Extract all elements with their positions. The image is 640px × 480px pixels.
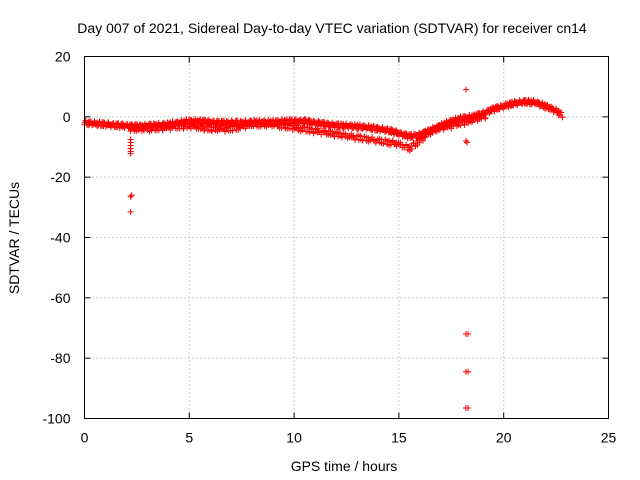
grid-layer [84, 56, 609, 419]
x-axis-label: GPS time / hours [291, 458, 398, 474]
data-point [506, 99, 513, 106]
data-point [429, 129, 436, 136]
plot-frame [84, 56, 609, 419]
data-point [357, 132, 364, 139]
x-tick-label: 15 [391, 430, 407, 446]
data-point [128, 192, 135, 199]
data-point [416, 139, 423, 146]
data-point [486, 109, 493, 116]
data-point [280, 120, 287, 127]
data-point [527, 97, 534, 104]
data-point [465, 404, 472, 411]
chart-title: Day 007 of 2021, Sidereal Day-to-day VTE… [77, 20, 587, 36]
data-point [408, 146, 415, 153]
y-tick-label: 0 [63, 109, 71, 125]
data-point [559, 114, 566, 121]
y-tick-label: -40 [50, 230, 70, 246]
data-point [119, 124, 126, 131]
data-point [127, 193, 134, 200]
data-point [227, 123, 234, 130]
data-point [491, 107, 498, 114]
data-point [464, 139, 471, 146]
y-tick-label: -80 [50, 350, 70, 366]
axis-layer: 0 5 10 15 20 25 -100 -80 -60 -40 -20 0 20 [42, 49, 616, 446]
data-point [507, 103, 514, 110]
data-point [520, 97, 527, 104]
data-point [82, 118, 89, 125]
data-point [229, 118, 236, 125]
x-tick-label: 25 [601, 430, 617, 446]
data-point [127, 208, 134, 215]
x-tick-label: 10 [286, 430, 302, 446]
data-point [380, 140, 387, 147]
data-point [462, 137, 469, 144]
data-point [465, 331, 472, 338]
data-point [455, 114, 462, 121]
data-point [337, 129, 344, 136]
data-point [555, 108, 562, 115]
data-point [295, 127, 302, 134]
data-point [127, 150, 134, 157]
y-tick-label: -20 [50, 169, 70, 185]
data-point [482, 114, 489, 121]
y-axis-label: SDTVAR / TECUs [6, 182, 22, 294]
y-tick-label: -60 [50, 290, 70, 306]
x-tick-label: 0 [81, 430, 89, 446]
data-point [558, 109, 565, 116]
data-point [459, 117, 466, 124]
data-point [180, 117, 187, 124]
x-tick-label: 20 [496, 430, 512, 446]
data-point [229, 127, 236, 134]
data-layer [81, 86, 566, 411]
data-point [490, 104, 497, 111]
data-point [208, 127, 215, 134]
data-point [462, 86, 469, 93]
y-tick-label: -100 [42, 411, 70, 427]
data-point [465, 368, 472, 375]
data-point [308, 125, 315, 132]
data-point [473, 110, 480, 117]
data-point [543, 105, 550, 112]
x-tick-label: 5 [185, 430, 193, 446]
y-tick-label: 20 [55, 49, 71, 65]
data-point [493, 106, 500, 113]
